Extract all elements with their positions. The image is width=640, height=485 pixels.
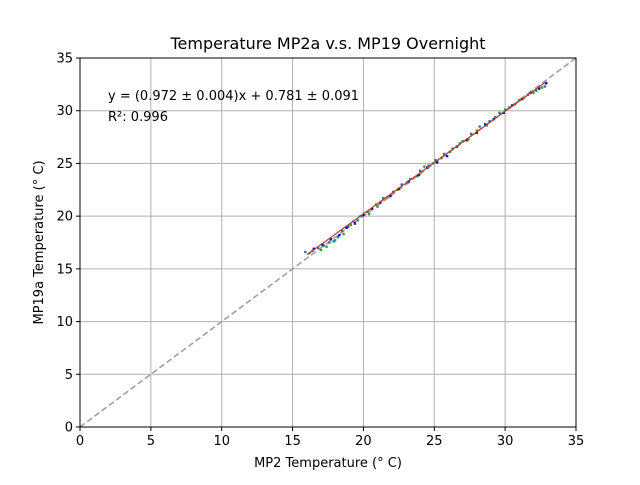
data-point — [356, 219, 359, 222]
data-point — [382, 197, 385, 200]
data-point — [488, 120, 491, 123]
data-point — [434, 159, 437, 162]
x-tick-label: 20 — [355, 434, 372, 449]
data-point — [342, 232, 345, 236]
y-tick-label: 10 — [56, 315, 73, 330]
data-point — [475, 129, 478, 132]
data-point — [494, 115, 497, 119]
data-point — [408, 178, 412, 181]
y-axis-label: MP19a Temperature (° C) — [32, 160, 47, 324]
data-point — [386, 195, 389, 199]
data-point — [478, 125, 481, 128]
x-tick-label: 30 — [497, 434, 514, 449]
data-point — [329, 238, 333, 241]
data-point — [423, 165, 426, 168]
y-tick-label: 0 — [65, 421, 73, 436]
data-point — [338, 233, 341, 237]
fit-line-group — [306, 81, 547, 256]
data-point — [435, 161, 439, 164]
y-tick-label: 35 — [56, 52, 73, 67]
data-point — [312, 247, 316, 251]
y-axis-ticks: 0 5 10 15 20 25 30 35 — [56, 52, 80, 436]
data-point — [321, 243, 324, 246]
data-point — [443, 152, 446, 156]
r-squared-annotation: R²: 0.996 — [108, 110, 168, 125]
y-tick-label: 25 — [56, 157, 73, 172]
data-point — [400, 183, 403, 186]
data-point — [465, 139, 469, 142]
x-tick-label: 25 — [426, 434, 443, 449]
x-tick-label: 35 — [568, 434, 585, 449]
data-point — [532, 91, 535, 94]
data-point — [328, 241, 331, 244]
data-point — [345, 226, 348, 229]
chart-title: Temperature MP2a v.s. MP19 Overnight — [169, 34, 485, 53]
x-tick-label: 5 — [147, 434, 155, 449]
data-point — [545, 82, 548, 85]
y-tick-label: 30 — [56, 104, 73, 119]
data-point — [518, 98, 521, 102]
y-tick-label: 20 — [56, 210, 73, 225]
data-point — [316, 246, 320, 249]
y-tick-label: 5 — [65, 368, 73, 383]
data-point — [370, 207, 374, 210]
x-tick-label: 10 — [213, 434, 230, 449]
data-point — [304, 250, 307, 254]
data-point — [427, 164, 430, 167]
data-point — [484, 123, 487, 126]
data-point — [340, 229, 344, 233]
data-point — [511, 104, 514, 107]
x-axis-ticks: 0 5 10 15 20 25 30 35 — [76, 427, 584, 449]
data-point — [503, 108, 507, 111]
data-point — [467, 137, 470, 141]
data-point — [416, 174, 419, 178]
data-point — [336, 236, 340, 239]
data-point — [445, 154, 449, 158]
data-point — [353, 222, 357, 225]
data-point — [322, 244, 325, 247]
data-point — [346, 225, 350, 228]
data-point — [389, 194, 392, 198]
data-point — [469, 132, 473, 136]
fit-equation-annotation: y = (0.972 ± 0.004)x + 0.781 ± 0.091 — [108, 89, 359, 104]
grid-lines — [79, 57, 577, 428]
x-tick-label: 0 — [76, 434, 84, 449]
x-axis-label: MP2 Temperature (° C) — [254, 456, 402, 471]
data-point — [319, 248, 323, 252]
data-point — [366, 210, 369, 214]
data-point — [332, 240, 335, 243]
data-point — [379, 201, 382, 204]
data-point — [349, 223, 352, 226]
data-point — [535, 89, 538, 92]
fit-line — [306, 81, 547, 256]
data-point — [367, 212, 371, 216]
data-point — [475, 131, 478, 135]
data-point — [333, 239, 337, 242]
data-point — [540, 86, 544, 89]
data-point — [485, 124, 488, 127]
y-tick-label: 15 — [56, 262, 73, 277]
data-point — [537, 87, 541, 90]
data-point — [543, 85, 547, 88]
data-point — [417, 173, 420, 177]
data-point — [498, 111, 501, 115]
data-point — [325, 245, 328, 248]
data-point — [376, 205, 379, 208]
plot-frame — [79, 57, 577, 428]
data-point — [461, 140, 464, 143]
data-point — [362, 213, 365, 217]
x-tick-label: 15 — [284, 434, 301, 449]
data-point — [418, 169, 422, 173]
